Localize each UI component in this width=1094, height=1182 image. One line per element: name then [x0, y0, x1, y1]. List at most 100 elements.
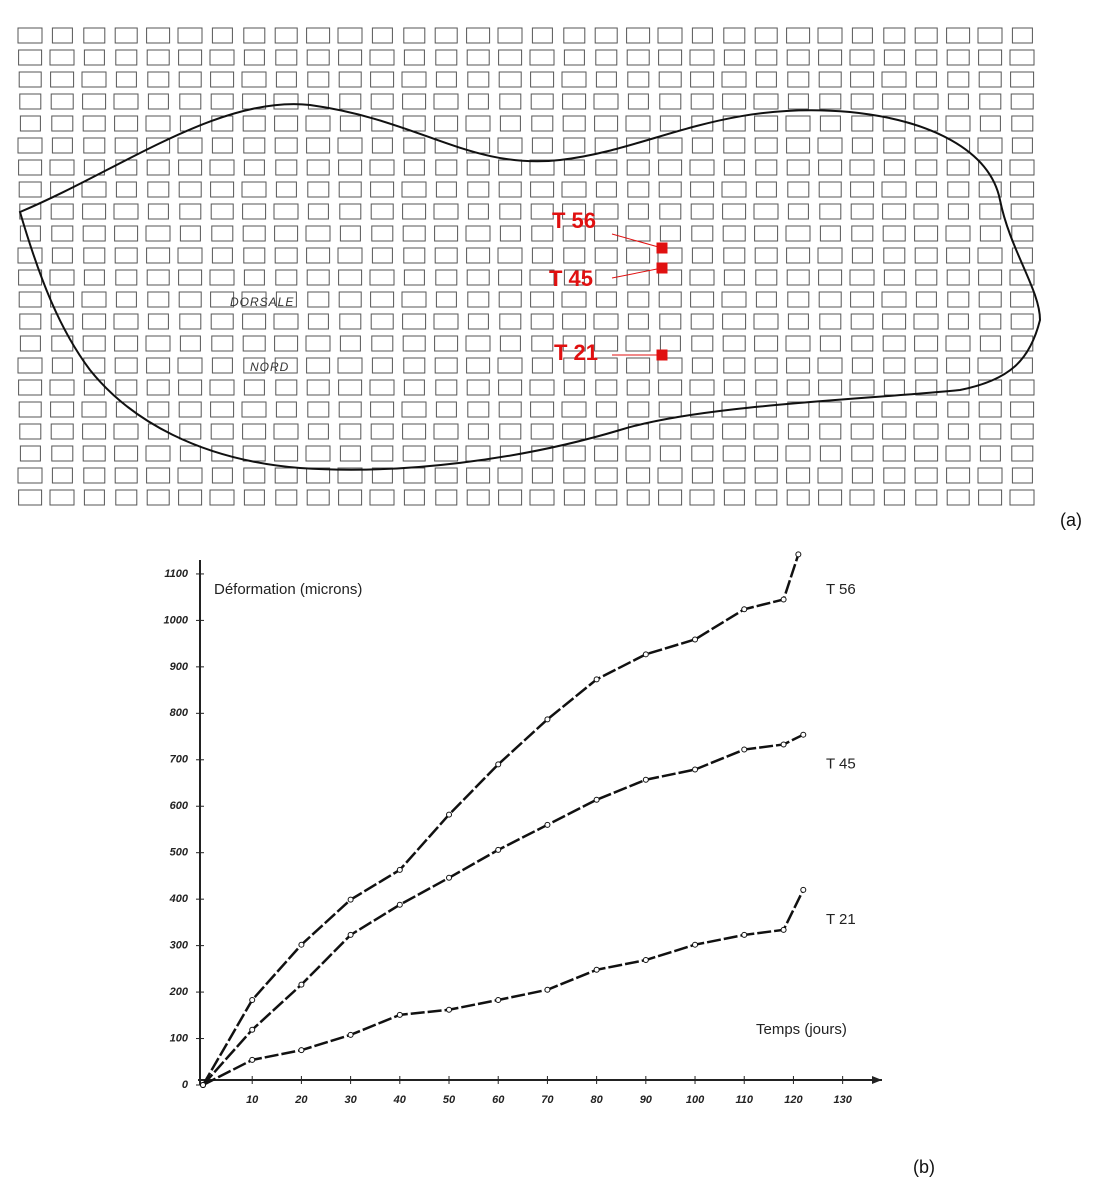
data-point [800, 731, 807, 738]
street-block [786, 467, 811, 484]
street-block [49, 269, 75, 286]
street-block [82, 335, 106, 352]
street-block [595, 291, 617, 308]
street-block [850, 71, 875, 88]
street-block [946, 27, 971, 44]
street-block [403, 49, 425, 66]
street-block [691, 445, 714, 462]
street-block [722, 93, 747, 110]
street-block [913, 93, 939, 110]
street-block [114, 247, 138, 264]
street-block [1009, 49, 1035, 66]
street-block [50, 291, 75, 308]
street-block [178, 181, 202, 198]
street-block [274, 247, 298, 264]
street-block [914, 335, 939, 352]
street-block [146, 379, 170, 396]
street-block [433, 93, 459, 110]
street-block [722, 335, 746, 352]
street-block [306, 489, 330, 506]
street-block [307, 203, 329, 220]
street-block [723, 27, 746, 44]
street-block [690, 401, 715, 418]
street-block [785, 335, 811, 352]
street-block [147, 181, 170, 198]
street-block [499, 225, 521, 242]
street-block [722, 115, 746, 132]
data-point [446, 811, 453, 818]
data-point [544, 821, 551, 828]
street-block [147, 93, 169, 110]
street-block [689, 269, 715, 286]
street-block [274, 335, 299, 352]
street-block [115, 181, 137, 198]
street-block [306, 247, 331, 264]
street-block [689, 49, 715, 66]
street-block [209, 269, 235, 286]
street-block [755, 49, 778, 66]
street-block [306, 27, 331, 44]
street-block [17, 137, 43, 154]
street-block [753, 423, 779, 440]
street-block [435, 401, 457, 418]
street-block [338, 159, 363, 176]
street-block [145, 225, 171, 242]
street-block [402, 225, 426, 242]
street-block [1011, 445, 1034, 462]
street-block [529, 159, 555, 176]
street-block [753, 93, 779, 110]
street-block [723, 159, 745, 176]
street-block [49, 489, 75, 506]
street-block [978, 291, 1002, 308]
street-block [371, 27, 393, 44]
chart: (b) Déformation (microns) Temps (jours) … [164, 551, 935, 1177]
street-block [977, 357, 1003, 374]
street-block [978, 71, 1002, 88]
street-block [82, 313, 107, 330]
street-block [657, 467, 683, 484]
street-block [882, 115, 906, 132]
street-block [851, 357, 873, 374]
street-block [306, 379, 330, 396]
street-block [531, 467, 553, 484]
street-block [786, 27, 811, 44]
street-block [563, 467, 586, 484]
street-block [435, 489, 458, 506]
street-block [851, 445, 874, 462]
data-point [495, 761, 502, 768]
data-point [593, 796, 600, 803]
street-block [243, 379, 265, 396]
street-block [755, 489, 778, 506]
street-block [371, 115, 394, 132]
street-block [947, 401, 970, 418]
street-block [147, 71, 170, 88]
street-block [915, 181, 937, 198]
street-block [818, 181, 842, 198]
street-block [146, 159, 170, 176]
y-tick-label: 700 [170, 754, 189, 766]
street-block [563, 49, 585, 66]
street-block [1010, 401, 1035, 418]
street-block [562, 313, 587, 330]
street-block [755, 401, 777, 418]
street-block [371, 357, 393, 374]
street-block [850, 313, 874, 330]
street-block [146, 137, 171, 154]
street-block [466, 379, 490, 396]
street-block [755, 291, 777, 308]
street-block [467, 71, 490, 88]
street-block [371, 225, 394, 242]
street-block [978, 401, 1002, 418]
street-block [19, 423, 42, 440]
street-block [51, 225, 74, 242]
street-block [625, 115, 651, 132]
street-block [306, 269, 330, 286]
street-block [915, 71, 937, 88]
street-block [882, 225, 906, 242]
street-block [883, 489, 905, 506]
street-block [691, 115, 714, 132]
street-block [146, 467, 171, 484]
street-block [1010, 181, 1035, 198]
street-block [369, 269, 395, 286]
street-block [531, 115, 554, 132]
